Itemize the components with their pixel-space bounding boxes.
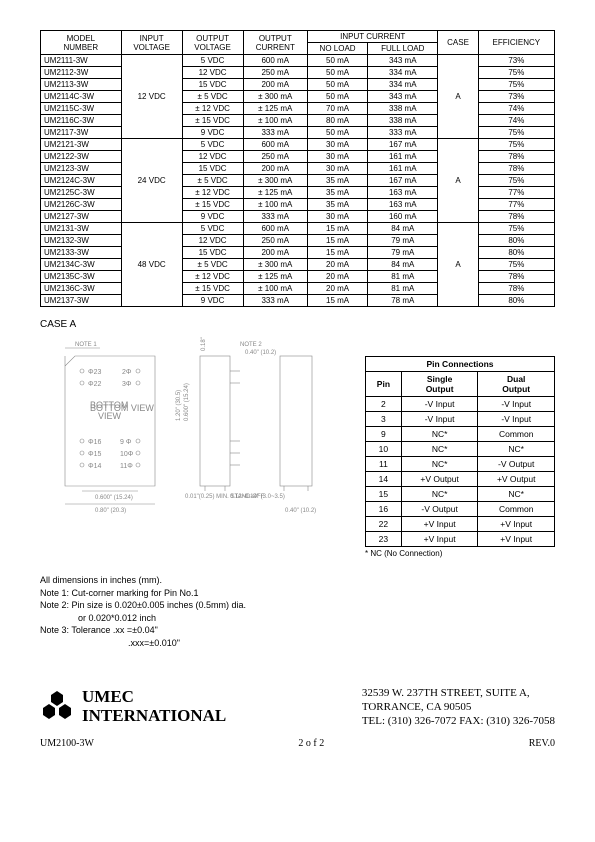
- svg-text:0.80" (20.3): 0.80" (20.3): [95, 508, 126, 514]
- svg-text:0.40" (10.2): 0.40" (10.2): [245, 350, 276, 356]
- table-row: UM2122-3W12 VDC250 mA30 mA161 mA78%: [41, 151, 555, 163]
- svg-text:NOTE 1: NOTE 1: [75, 342, 97, 348]
- table-row: UM2135C-3W± 12 VDC± 125 mA20 mA81 mA78%: [41, 271, 555, 283]
- table-row: 23+V Input+V Input: [366, 532, 555, 547]
- case-diagram: Φ23 Φ22 2Φ 3Φ Φ16 Φ15 Φ14 9 Φ 10Φ 11Φ BO…: [40, 336, 345, 531]
- svg-text:VIEW: VIEW: [98, 411, 122, 421]
- hdr-fullload: FULL LOAD: [368, 43, 438, 55]
- svg-text:9 Φ: 9 Φ: [120, 439, 132, 446]
- table-row: UM2134C-3W± 5 VDC± 300 mA20 mA84 mA75%: [41, 259, 555, 271]
- table-row: 10NC*NC*: [366, 442, 555, 457]
- spec-table: MODEL NUMBER INPUT VOLTAGE OUTPUT VOLTAG…: [40, 30, 555, 307]
- svg-text:NOTE 2: NOTE 2: [240, 342, 262, 348]
- hdr-input-c: INPUT CURRENT: [308, 31, 438, 43]
- table-row: UM2113-3W15 VDC200 mA50 mA334 mA75%: [41, 79, 555, 91]
- table-row: 11NC*-V Output: [366, 457, 555, 472]
- company-name-1: UMEC: [82, 688, 226, 707]
- svg-text:11Φ: 11Φ: [120, 463, 133, 470]
- svg-text:0.600" (15.24): 0.600" (15.24): [184, 383, 190, 421]
- svg-text:Φ14: Φ14: [88, 463, 101, 470]
- company-logo-block: UMEC INTERNATIONAL: [40, 688, 226, 725]
- svg-text:0.12~0.14" (3.0~3.5): 0.12~0.14" (3.0~3.5): [230, 494, 285, 500]
- hdr-case: CASE: [438, 31, 478, 55]
- table-row: 3-V Input-V Input: [366, 412, 555, 427]
- table-row: UM2125C-3W± 12 VDC± 125 mA35 mA163 mA77%: [41, 187, 555, 199]
- table-row: UM2136C-3W± 15 VDC± 100 mA20 mA81 mA78%: [41, 283, 555, 295]
- pin-hdr-single: Single Output: [401, 372, 478, 397]
- table-row: 16-V OutputCommon: [366, 502, 555, 517]
- svg-text:Φ15: Φ15: [88, 451, 101, 458]
- table-row: 15NC*NC*: [366, 487, 555, 502]
- hdr-model: MODEL NUMBER: [41, 31, 122, 55]
- hdr-output-c: OUTPUT CURRENT: [243, 31, 307, 55]
- svg-text:0.40" (10.2): 0.40" (10.2): [285, 508, 316, 514]
- svg-text:3Φ: 3Φ: [122, 381, 132, 388]
- dimension-notes: All dimensions in inches (mm). Note 1: C…: [40, 574, 555, 650]
- nc-note: * NC (No Connection): [365, 549, 555, 558]
- svg-text:0.600" (15.24): 0.600" (15.24): [95, 495, 133, 501]
- table-row: UM2117-3W9 VDC333 mA50 mA333 mA75%: [41, 127, 555, 139]
- svg-text:1.20" (30.5): 1.20" (30.5): [176, 390, 182, 421]
- table-row: UM2123-3W15 VDC200 mA30 mA161 mA78%: [41, 163, 555, 175]
- part-number: UM2100-3W: [40, 738, 94, 749]
- table-row: UM2131-3W48 VDC5 VDC600 mA15 mA84 mAA75%: [41, 223, 555, 235]
- table-row: 22+V Input+V Input: [366, 517, 555, 532]
- svg-text:BOTTOM: BOTTOM: [90, 400, 128, 410]
- svg-text:Φ22: Φ22: [88, 381, 101, 388]
- company-name-2: INTERNATIONAL: [82, 707, 226, 726]
- hdr-output-v: OUTPUT VOLTAGE: [182, 31, 243, 55]
- case-label: CASE A: [40, 319, 555, 330]
- table-row: UM2121-3W24 VDC5 VDC600 mA30 mA167 mAA75…: [41, 139, 555, 151]
- table-row: 9NC*Common: [366, 427, 555, 442]
- page-number: 2 o f 2: [298, 738, 324, 749]
- svg-text:10Φ: 10Φ: [120, 451, 134, 458]
- revision: REV.0: [529, 738, 555, 749]
- hdr-input-v: INPUT VOLTAGE: [121, 31, 182, 55]
- pin-title: Pin Connections: [366, 357, 555, 372]
- table-row: UM2116C-3W± 15 VDC± 100 mA80 mA338 mA74%: [41, 115, 555, 127]
- svg-text:Φ23: Φ23: [88, 369, 101, 376]
- pin-hdr-dual: Dual Output: [478, 372, 555, 397]
- table-row: UM2137-3W9 VDC333 mA15 mA78 mA80%: [41, 295, 555, 307]
- pin-hdr-pin: Pin: [366, 372, 402, 397]
- svg-text:2Φ: 2Φ: [122, 369, 132, 376]
- hdr-noload: NO LOAD: [308, 43, 368, 55]
- table-row: UM2132-3W12 VDC250 mA15 mA79 mA80%: [41, 235, 555, 247]
- table-row: UM2115C-3W± 12 VDC± 125 mA70 mA338 mA74%: [41, 103, 555, 115]
- table-row: UM2126C-3W± 15 VDC± 100 mA35 mA163 mA77%: [41, 199, 555, 211]
- table-row: 2-V Input-V Input: [366, 397, 555, 412]
- hdr-eff: EFFICIENCY: [478, 31, 554, 55]
- table-row: UM2124C-3W± 5 VDC± 300 mA35 mA167 mA75%: [41, 175, 555, 187]
- table-row: UM2114C-3W± 5 VDC± 300 mA50 mA343 mA73%: [41, 91, 555, 103]
- svg-text:0.18" (4.6): 0.18" (4.6): [201, 336, 207, 351]
- table-row: UM2133-3W15 VDC200 mA15 mA79 mA80%: [41, 247, 555, 259]
- table-row: UM2111-3W12 VDC5 VDC600 mA50 mA343 mAA73…: [41, 55, 555, 67]
- table-row: UM2127-3W9 VDC333 mA30 mA160 mA78%: [41, 211, 555, 223]
- svg-text:Φ16: Φ16: [88, 439, 101, 446]
- table-row: 14+V Output+V Output: [366, 472, 555, 487]
- company-address: 32539 W. 237TH STREET, SUITE A, TORRANCE…: [362, 686, 555, 729]
- table-row: UM2112-3W12 VDC250 mA50 mA334 mA75%: [41, 67, 555, 79]
- pin-table: Pin Connections Pin Single Output Dual O…: [365, 356, 555, 547]
- logo-icon: [40, 690, 74, 724]
